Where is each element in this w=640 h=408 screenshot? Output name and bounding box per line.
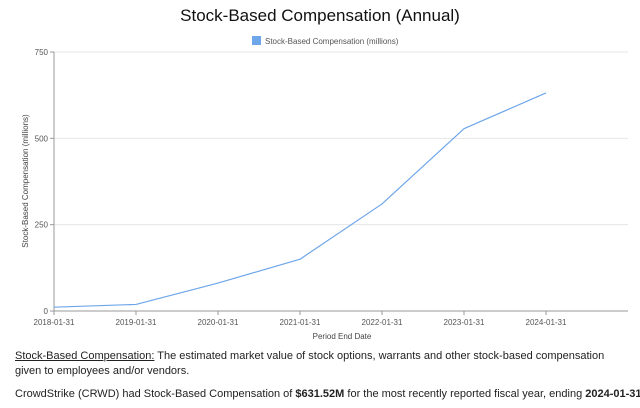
legend-swatch (252, 36, 261, 45)
x-tick-label: 2019-01-31 (116, 318, 157, 327)
data-point (298, 257, 303, 262)
chart-title: Stock-Based Compensation (Annual) (180, 6, 460, 25)
data-point (52, 305, 57, 310)
series-line (53, 92, 547, 308)
line-chart: Stock-Based Compensation (millions) 0 250… (21, 36, 628, 341)
summary-value: $631.52M (295, 388, 345, 400)
metric-description: Stock-Based Compensation: The estimated … (15, 349, 630, 379)
y-axis-label: Stock-Based Compensation (millions) (21, 114, 30, 248)
legend-label: Stock-Based Compensation (millions) (265, 37, 399, 46)
x-tick-label: 2022-01-31 (362, 318, 403, 327)
metric-definition: The estimated market value of stock opti… (15, 350, 605, 377)
data-point (380, 201, 385, 206)
data-point (216, 281, 221, 286)
summary-middle: for the most recently reported fiscal ye… (344, 388, 586, 400)
gridlines (54, 51, 628, 226)
x-tick-label: 2018-01-31 (34, 318, 75, 327)
legend[interactable]: Stock-Based Compensation (millions) (252, 36, 399, 46)
y-tick-labels: 0 250 500 750 (35, 48, 49, 316)
y-tick-label: 500 (35, 134, 49, 143)
data-point (462, 126, 467, 131)
y-tick-label: 0 (44, 307, 49, 316)
axes (50, 51, 628, 315)
data-point (134, 302, 139, 307)
y-tick-label: 750 (35, 48, 49, 57)
data-point (544, 90, 549, 95)
summary-prefix: CrowdStrike (CRWD) had Stock-Based Compe… (15, 388, 296, 400)
x-tick-label: 2024-01-31 (526, 318, 567, 327)
summary-sentence: CrowdStrike (CRWD) had Stock-Based Compe… (15, 387, 640, 402)
series-layer (52, 90, 549, 310)
x-tick-label: 2023-01-31 (444, 318, 485, 327)
x-tick-labels: 2018-01-31 2019-01-31 2020-01-31 2021-01-31… (34, 318, 567, 327)
summary-date: 2024-01-31 (585, 388, 640, 400)
x-tick-label: 2020-01-31 (198, 318, 239, 327)
y-tick-label: 250 (35, 221, 49, 230)
metric-term: Stock-Based Compensation: (15, 350, 155, 362)
x-axis-label: Period End Date (313, 332, 372, 341)
x-tick-label: 2021-01-31 (280, 318, 321, 327)
